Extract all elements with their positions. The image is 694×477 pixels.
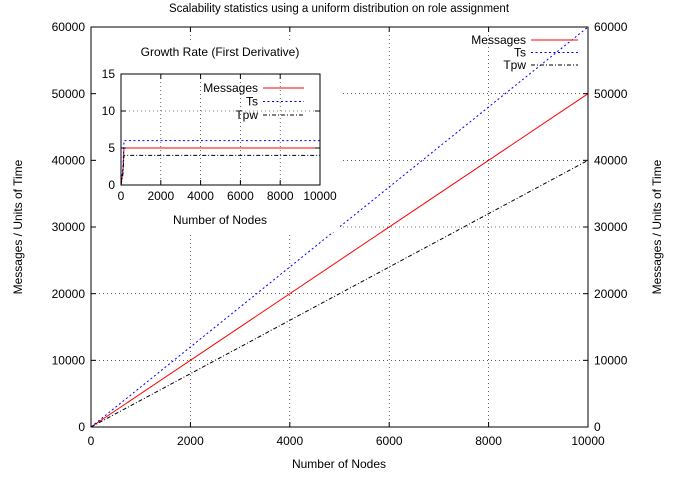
inset-x-tick-label-1: 2000 <box>147 189 174 203</box>
inset-background <box>96 42 340 232</box>
main-y-axis-label: Messages / Units of Time <box>11 159 25 294</box>
main-x-axis-label: Number of Nodes <box>292 457 386 471</box>
inset-y-tick-label-2: 10 <box>102 104 116 118</box>
inset-x-tick-label-4: 8000 <box>267 189 294 203</box>
main-series-line-messages <box>90 93 589 428</box>
main-chart-title: Scalability statistics using a uniform d… <box>169 3 510 15</box>
inset-x-axis-label: Number of Nodes <box>173 213 267 227</box>
main-y2-tick-label-0: 0 <box>594 420 601 434</box>
inset-plot-frame <box>120 73 321 186</box>
inset-x-tick-label-2: 4000 <box>187 189 214 203</box>
main-series-lines <box>90 26 589 428</box>
main-y2-tick-label-2: 20000 <box>594 287 628 301</box>
main-x-tick-label-3: 6000 <box>376 434 403 448</box>
main-y2-tick-label-6: 60000 <box>594 20 628 34</box>
main-x-tick-label-4: 8000 <box>475 434 502 448</box>
inset-x-tick-label-3: 6000 <box>227 189 254 203</box>
main-x-tick-label-0: 0 <box>88 434 95 448</box>
inset-grid <box>121 74 320 185</box>
inset-x-tick-label-5: 10000 <box>303 189 337 203</box>
inset-y-tick-label-3: 15 <box>102 67 116 81</box>
inset-ticks: 0 2000 4000 6000 8000 10000 0 5 10 15 <box>102 67 337 203</box>
main-x-tick-label-2: 4000 <box>276 434 303 448</box>
main-y-tick-label-4: 40000 <box>52 154 86 168</box>
main-y2-axis-label: Messages / Units of Time <box>650 159 664 294</box>
main-y-tick-label-6: 60000 <box>52 20 86 34</box>
main-y-tick-label-0: 0 <box>78 420 85 434</box>
inset-x-tick-label-0: 0 <box>118 189 125 203</box>
main-y2-tick-label-4: 40000 <box>594 154 628 168</box>
inset-y-tick-label-1: 5 <box>108 141 115 155</box>
inset-series-line-tpw <box>120 154 320 186</box>
main-y2-tick-label-5: 50000 <box>594 87 628 101</box>
inset-series-lines <box>120 140 320 186</box>
main-y2-tick-label-3: 30000 <box>594 220 628 234</box>
main-x-tick-label-1: 2000 <box>177 434 204 448</box>
main-y-tick-label-3: 30000 <box>52 220 86 234</box>
main-y2-tick-label-1: 10000 <box>594 354 628 368</box>
inset-chart-title: Growth Rate (First Derivative) <box>141 45 300 59</box>
main-series-line-tpw <box>90 159 589 428</box>
inset-legend-label-tpw: Tpw <box>235 108 258 122</box>
main-legend-label-messages: Messages <box>471 33 526 47</box>
main-legend-label-tpw: Tpw <box>503 58 526 72</box>
main-y-tick-label-2: 20000 <box>52 287 86 301</box>
inset-legend-label-messages: Messages <box>203 81 258 95</box>
inset-legend-label-ts: Ts <box>246 95 258 109</box>
main-y-tick-label-1: 10000 <box>52 354 86 368</box>
main-y-tick-label-5: 50000 <box>52 87 86 101</box>
inset-series-line-messages <box>120 147 320 186</box>
main-x-tick-label-5: 10000 <box>571 434 605 448</box>
main-legend-label-ts: Ts <box>514 46 526 60</box>
main-series-line-ts <box>90 26 589 428</box>
inset-y-tick-label-0: 0 <box>108 178 115 192</box>
inset-series-line-ts <box>120 140 320 186</box>
